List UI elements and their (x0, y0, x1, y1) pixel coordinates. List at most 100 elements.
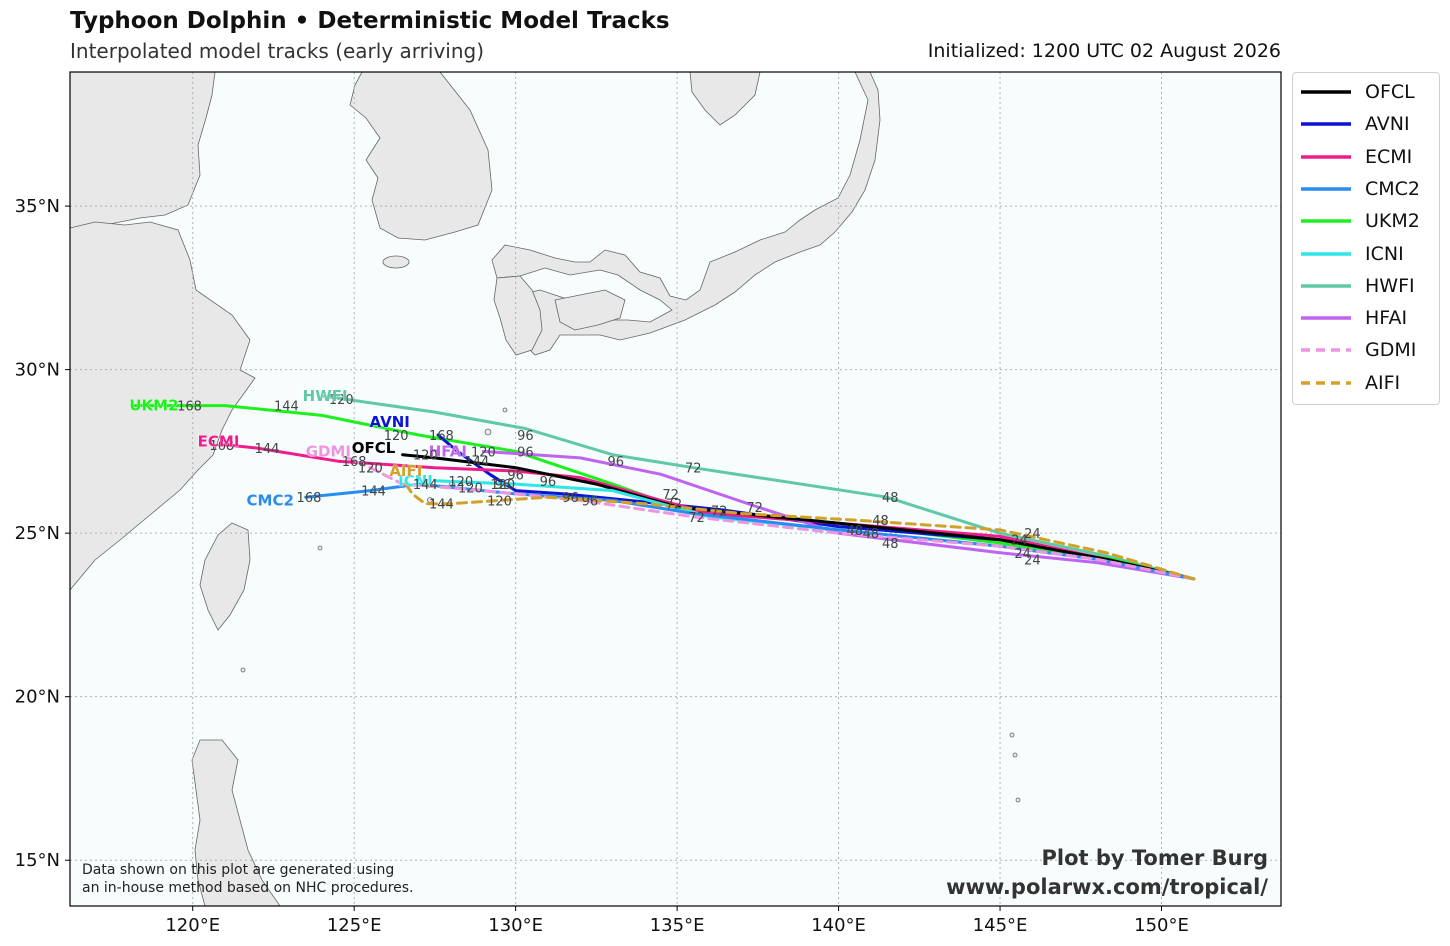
legend-label-hwfi: HWFI (1365, 274, 1415, 297)
track-name-gdmi: GDMI (306, 442, 351, 460)
legend-swatch-aifi (1301, 380, 1351, 385)
extra-hour-48-5: 48 (863, 527, 880, 542)
legend-swatch-ofcl (1301, 90, 1351, 94)
tick-label-lon-135: 135°E (650, 915, 705, 936)
track-ofcl-hour-120-0: 120 (413, 449, 438, 464)
land-ryukyu-5 (317, 545, 323, 551)
credit-url: www.polarwx.com/tropical/ (946, 875, 1268, 899)
legend-item-aifi: AIFI (1293, 367, 1439, 399)
track-gdmi (346, 456, 1196, 581)
legend-item-ofcl: OFCL (1293, 76, 1439, 108)
track-hwfi-hour-72-1: 72 (685, 462, 702, 477)
legend-item-ukm2: UKM2 (1293, 205, 1439, 237)
track-hwfi-hour-120-3: 120 (329, 393, 354, 408)
land-jeju (382, 255, 410, 269)
track-name-icni: ICNI (398, 472, 433, 490)
legend-item-hwfi: HWFI (1293, 270, 1439, 302)
extra-hour-120-12: 120 (448, 475, 473, 490)
credit-author: Plot by Tomer Burg (1041, 846, 1269, 870)
track-hwfi-hour-48-0: 48 (882, 491, 899, 506)
map-subtitle: Interpolated model tracks (early arrivin… (70, 39, 485, 63)
legend-item-icni: ICNI (1293, 238, 1439, 270)
tick-label-lon-145: 145°E (973, 915, 1028, 936)
track-ukm2-hour-96-0: 96 (517, 445, 534, 460)
map-title: Typhoon Dolphin • Deterministic Model Tr… (70, 8, 670, 34)
track-aifi-hour-120-0: 120 (487, 494, 512, 509)
legend-swatch-gdmi (1301, 348, 1351, 353)
land-shikoku (554, 289, 626, 331)
track-icni-hour-120-0: 120 (458, 481, 483, 496)
extra-hour-120-14: 120 (358, 462, 383, 477)
track-cmc2 (304, 482, 1196, 581)
model-tracks (133, 394, 1196, 581)
land-luzon (191, 739, 281, 906)
legend-item-ecmi: ECMI (1293, 141, 1439, 173)
land-island-6 (1009, 732, 1015, 738)
extra-hour-144-16: 144 (413, 478, 438, 493)
legend-label-aifi: AIFI (1365, 371, 1401, 394)
tick-label-lon-140: 140°E (811, 915, 866, 936)
land-island-9 (240, 667, 246, 673)
track-name-hfai: HFAI (429, 442, 467, 460)
land-korea (349, 72, 493, 241)
land-island-8 (1015, 797, 1021, 803)
plot-frame (69, 71, 1282, 907)
legend-swatch-hfai (1301, 316, 1351, 320)
tick-label-lat-20: 20°N (15, 687, 60, 708)
track-avni-hour-168-0: 168 (429, 429, 454, 444)
extra-hour-72-6: 72 (711, 504, 728, 519)
legend-item-cmc2: CMC2 (1293, 173, 1439, 205)
extra-hour-48-4: 48 (846, 524, 863, 539)
legend-label-ofcl: OFCL (1365, 81, 1415, 103)
track-cmc2-hour-168-2: 168 (297, 491, 322, 506)
legend-swatch-avni (1301, 122, 1351, 127)
extra-hour-24-2: 24 (1024, 553, 1041, 568)
track-labels: 487296120HWFI96144168UKM2168120AVNI14416… (129, 386, 1041, 568)
extra-hour-96-9: 96 (562, 491, 579, 506)
track-hfai-hour-96-2: 96 (607, 455, 624, 470)
track-gdmi-hour-72-1: 72 (688, 511, 705, 526)
legend-item-gdmi: GDMI (1293, 334, 1439, 366)
track-ukm2 (133, 404, 1196, 581)
track-avni-hour-120-1: 120 (384, 429, 409, 444)
track-aifi-hour-144-1: 144 (429, 498, 454, 513)
legend-swatch-cmc2 (1301, 187, 1351, 191)
extra-hour-24-1: 24 (1014, 547, 1031, 562)
extra-hour-72-8: 72 (662, 488, 679, 503)
track-name-cmc2: CMC2 (247, 491, 294, 509)
tick-label-lat-35: 35°N (15, 196, 60, 217)
track-aifi (404, 482, 1196, 581)
extra-hour-96-17: 96 (494, 478, 511, 493)
land-island-7 (1012, 752, 1018, 758)
track-name-hwfi: HWFI (303, 387, 348, 405)
data-note-line2: an in-house method based on NHC procedur… (82, 880, 414, 896)
ocean-area (70, 72, 1281, 906)
tick-label-lon-120: 120°E (165, 915, 220, 936)
track-ecmi-hour-168-1: 168 (209, 439, 234, 454)
track-hwfi-hour-96-2: 96 (517, 429, 534, 444)
legend: OFCL AVNI ECMI CMC2 UKM2 ICNI HWFI HFAI GDMI AIFI (1292, 72, 1440, 405)
track-ecmi-hour-144-0: 144 (255, 442, 280, 457)
data-note-line1: Data shown on this plot are generated us… (82, 862, 395, 878)
track-gdmi-hour-168-0: 168 (342, 455, 367, 470)
track-ukm2-hour-144-1: 144 (274, 400, 299, 415)
track-name-ecmi: ECMI (198, 433, 240, 451)
track-cmc2-hour-144-1: 144 (361, 485, 386, 500)
extra-hour-144-13: 144 (464, 455, 489, 470)
legend-label-avni: AVNI (1365, 113, 1410, 136)
tick-label-lon-125: 125°E (327, 915, 382, 936)
extra-hour-24-0: 24 (1011, 534, 1028, 549)
legend-item-hfai: HFAI (1293, 302, 1439, 334)
track-hfai-hour-72-1: 72 (746, 501, 763, 516)
legend-swatch-ecmi (1301, 154, 1351, 159)
legend-swatch-ukm2 (1301, 219, 1351, 223)
track-ecmi (223, 443, 1196, 581)
land-north-japan (689, 72, 761, 126)
initialized-time: Initialized: 1200 UTC 02 August 2026 (927, 40, 1281, 62)
tick-label-lon-150: 150°E (1134, 915, 1189, 936)
axis-ticks: 120°E 125°E 130°E 135°E 140°E 145°E 150°E 15°N 2… (15, 196, 1189, 936)
extra-hour-96-11: 96 (540, 475, 557, 490)
extra-hour-120-15: 120 (490, 478, 515, 493)
legend-swatch-icni (1301, 251, 1351, 256)
legend-label-ecmi: ECMI (1365, 145, 1413, 168)
